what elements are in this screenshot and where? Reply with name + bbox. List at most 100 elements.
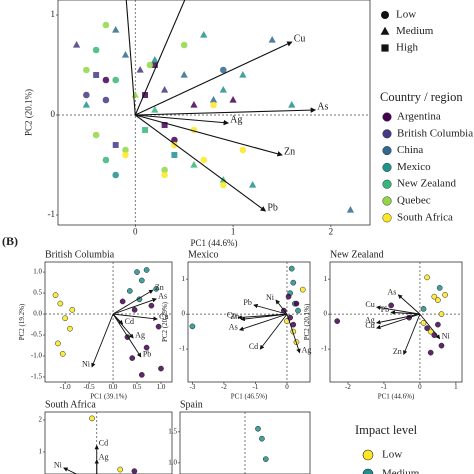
- point: [420, 306, 427, 312]
- loading-label: Cu: [159, 312, 168, 321]
- point: [299, 286, 306, 293]
- loading-arrow: [112, 289, 154, 315]
- loading-label: Ni: [442, 331, 451, 340]
- shape-legend-marker: [381, 11, 389, 19]
- point: [438, 342, 445, 349]
- point: [219, 66, 227, 74]
- point: [288, 265, 295, 272]
- loading-label: Cd: [99, 438, 108, 447]
- point: [93, 72, 100, 78]
- point: [420, 320, 427, 326]
- point: [436, 285, 443, 291]
- loading-label: Ag: [302, 345, 312, 354]
- loading-label: Zn: [284, 147, 295, 158]
- y-tick-label: 1.0: [168, 458, 177, 466]
- legend-label: Argentina: [397, 111, 441, 123]
- x-tick-label: -1.0: [60, 383, 72, 391]
- y-tick-label: 0.0: [33, 310, 42, 318]
- point: [151, 62, 158, 68]
- x-axis-label: PC1 (46.5%): [231, 392, 268, 400]
- point: [146, 61, 154, 69]
- point: [259, 435, 265, 442]
- loading-label: Cu: [365, 300, 374, 309]
- loading-arrow: [125, 0, 136, 116]
- loading-label: Ni: [82, 360, 91, 369]
- point: [442, 292, 448, 298]
- loading-arrow: [112, 313, 134, 339]
- y-tick-label: -1: [48, 209, 56, 219]
- point: [112, 142, 119, 148]
- y-tick-label: 0: [51, 109, 56, 119]
- point: [112, 171, 120, 179]
- panel-title: Mexico: [188, 249, 219, 260]
- loading-arrow: [376, 313, 421, 330]
- loading-label: Cu: [227, 310, 236, 319]
- legend-marker: [382, 196, 392, 206]
- loading-label: Cd: [249, 342, 258, 351]
- plot-area: [45, 262, 172, 382]
- y-tick-label: 0.5: [33, 289, 42, 297]
- plot-area: [63, 412, 138, 474]
- x-tick-label: -1: [253, 383, 259, 391]
- point: [431, 293, 438, 300]
- loading-label: Cu: [294, 34, 306, 45]
- point: [239, 71, 247, 78]
- y-tick-label: 1: [39, 448, 43, 456]
- point: [119, 298, 126, 305]
- y-tick-label: -1.0: [31, 352, 43, 360]
- point: [112, 26, 120, 33]
- point: [190, 101, 198, 108]
- loading-arrow: [253, 303, 288, 315]
- point: [92, 46, 100, 54]
- loading-label: As: [229, 323, 238, 332]
- point: [435, 297, 441, 303]
- loading-arrow: [135, 114, 283, 157]
- point: [155, 323, 162, 330]
- y-tick-label: 0: [324, 310, 328, 318]
- x-tick-label: 0.5: [133, 383, 142, 391]
- point: [57, 300, 64, 307]
- point: [151, 106, 159, 113]
- point: [346, 206, 355, 213]
- point: [210, 101, 217, 109]
- point: [229, 96, 237, 103]
- loading-arrow: [403, 313, 421, 356]
- loading-arrow: [390, 310, 420, 315]
- loading-arrow: [240, 313, 288, 322]
- point: [148, 302, 155, 309]
- legend-title: Country / region: [380, 90, 463, 104]
- point: [112, 76, 120, 84]
- plot-frame: [44, 411, 173, 474]
- legend-label: China: [397, 144, 423, 156]
- point: [200, 31, 208, 38]
- loading-arrow: [275, 299, 288, 315]
- x-axis-label: PC1 (44.6%): [378, 392, 415, 400]
- loading-label: Ni: [266, 293, 275, 302]
- loading-arrow: [238, 313, 288, 331]
- legend-marker: [382, 146, 392, 156]
- point: [171, 152, 178, 158]
- legend-label: New Zealand: [397, 178, 456, 190]
- point: [52, 292, 59, 298]
- y-tick-label: 0: [182, 310, 186, 318]
- impact-legend-title: Impact level: [355, 423, 418, 437]
- impact-legend-marker: [362, 468, 374, 474]
- legend-label: South Africa: [397, 211, 453, 223]
- point: [121, 51, 130, 58]
- y-tick-label: 1: [51, 9, 56, 19]
- loading-label: Ag: [365, 316, 375, 325]
- panel-title: New Zealand: [330, 249, 384, 260]
- legend-marker: [382, 179, 392, 189]
- point: [424, 274, 430, 281]
- x-tick-label: 0: [133, 226, 138, 236]
- shape-legend-label: Low: [396, 9, 416, 21]
- plot-frame: [187, 261, 311, 383]
- loading-label: As: [387, 288, 396, 297]
- point: [180, 41, 188, 49]
- y-tick-label: -1: [321, 345, 327, 353]
- loading-label: Zn: [155, 283, 164, 292]
- loading-label: Ag: [135, 331, 145, 340]
- point: [285, 293, 292, 300]
- legend-marker: [382, 112, 392, 122]
- point: [131, 91, 139, 98]
